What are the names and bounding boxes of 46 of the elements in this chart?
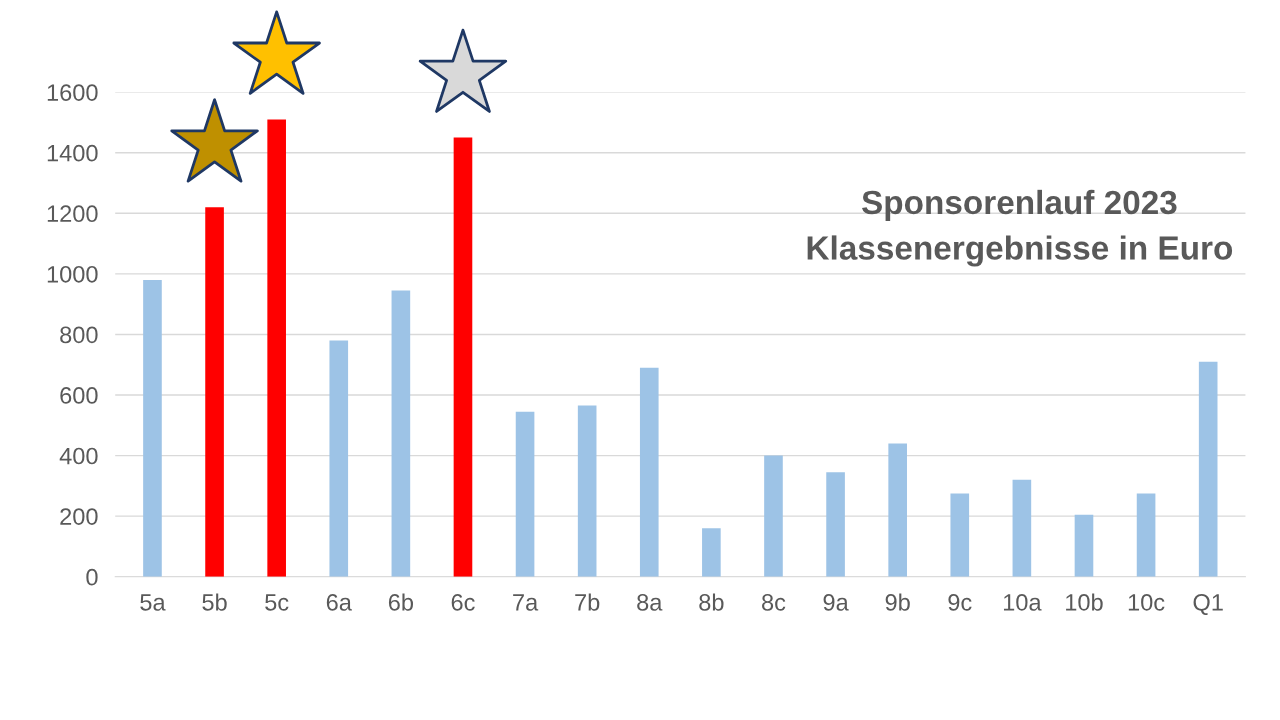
bar bbox=[1136, 493, 1156, 577]
y-tick-label: 1000 bbox=[47, 265, 98, 283]
y-tick-label: 800 bbox=[60, 326, 98, 344]
x-tick-label: 8a bbox=[637, 594, 663, 611]
bar bbox=[639, 367, 659, 577]
x-tick-label: 7b bbox=[575, 593, 600, 611]
x-tick-label: 9a bbox=[823, 594, 849, 611]
y-tick-label: 200 bbox=[60, 508, 98, 525]
x-tick-label: 6b bbox=[388, 593, 414, 611]
y-tick-label: 600 bbox=[60, 387, 98, 404]
x-tick-label: 5c bbox=[265, 594, 289, 611]
bar bbox=[826, 472, 845, 577]
bar bbox=[329, 340, 349, 577]
text: Sponsorenlauf 2023 Klassenergebnisse in Euro bbox=[807, 189, 1233, 267]
bar bbox=[1012, 479, 1032, 577]
x-tick-label: 7a bbox=[513, 594, 539, 611]
bar bbox=[205, 207, 224, 577]
bar bbox=[950, 493, 970, 577]
x-tick-label: 6a bbox=[326, 594, 352, 611]
y-tick-label: 400 bbox=[59, 447, 98, 465]
y-tick-label: 0 bbox=[86, 568, 98, 586]
x-tick-label: 5b bbox=[202, 593, 227, 611]
x-tick-label: 6c bbox=[451, 594, 475, 611]
bar bbox=[702, 528, 721, 577]
y-tick-label: 1200 bbox=[47, 205, 98, 223]
x-tick-label: 8c bbox=[762, 594, 786, 611]
bar bbox=[1074, 514, 1094, 577]
x-tick-label: 8b bbox=[699, 593, 724, 611]
x-tick-label: Q1 bbox=[1193, 594, 1223, 615]
bar bbox=[453, 137, 473, 577]
bar bbox=[764, 455, 783, 577]
x-tick-label: 10c bbox=[1128, 594, 1165, 611]
y-tick-label: 1400 bbox=[47, 144, 98, 162]
bar bbox=[391, 290, 411, 577]
x-tick-label: 9c bbox=[948, 594, 972, 611]
bar bbox=[143, 279, 162, 577]
y-tick-label: 1600 bbox=[47, 84, 98, 101]
x-tick-label: 10a bbox=[1003, 594, 1042, 611]
x-tick-label: 9b bbox=[885, 593, 910, 611]
bar bbox=[515, 411, 535, 577]
bar bbox=[1198, 361, 1218, 577]
bar bbox=[577, 405, 597, 577]
x-tick-label: 5a bbox=[140, 594, 166, 611]
bar bbox=[888, 443, 907, 577]
x-tick-label: 10b bbox=[1066, 593, 1103, 611]
bar bbox=[267, 119, 286, 577]
